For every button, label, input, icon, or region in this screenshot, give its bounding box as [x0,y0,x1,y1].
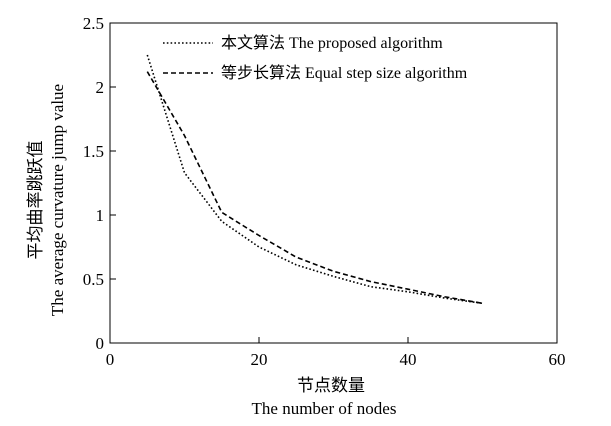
x-tick-label: 40 [400,350,417,369]
plot-frame [109,22,558,344]
x-axis-label-chinese: 节点数量 [297,376,365,395]
y-axis-label-chinese: 平均曲率跳跃值 [26,141,45,260]
plot-area [109,22,558,344]
y-tick-label: 1 [96,206,105,225]
x-tick-label: 60 [549,350,566,369]
series-layer [146,54,483,305]
series-line-1 [146,54,483,305]
y-tick-label: 0.5 [83,270,104,289]
legend-label-2: 等步长算法 Equal step size algorithm [221,63,468,82]
x-axis-label-english: The number of nodes [252,399,397,418]
x-tick-label: 20 [251,350,268,369]
series-line-2 [146,71,483,305]
axis-ticks: 0 20 40 60 0 0.5 1 1.5 2 2.5 [83,14,566,369]
y-tick-label: 2 [96,78,105,97]
x-tick-label: 0 [106,350,115,369]
legend-label-1: 本文算法 The proposed algorithm [221,33,443,52]
legend: 本文算法 The proposed algorithm 等步长算法 Equal s… [163,33,468,82]
y-tick-label: 0 [96,334,105,353]
y-tick-label: 2.5 [83,14,104,33]
y-axis-label-english: The average curvature jump value [48,84,67,316]
y-tick-label: 1.5 [83,142,104,161]
